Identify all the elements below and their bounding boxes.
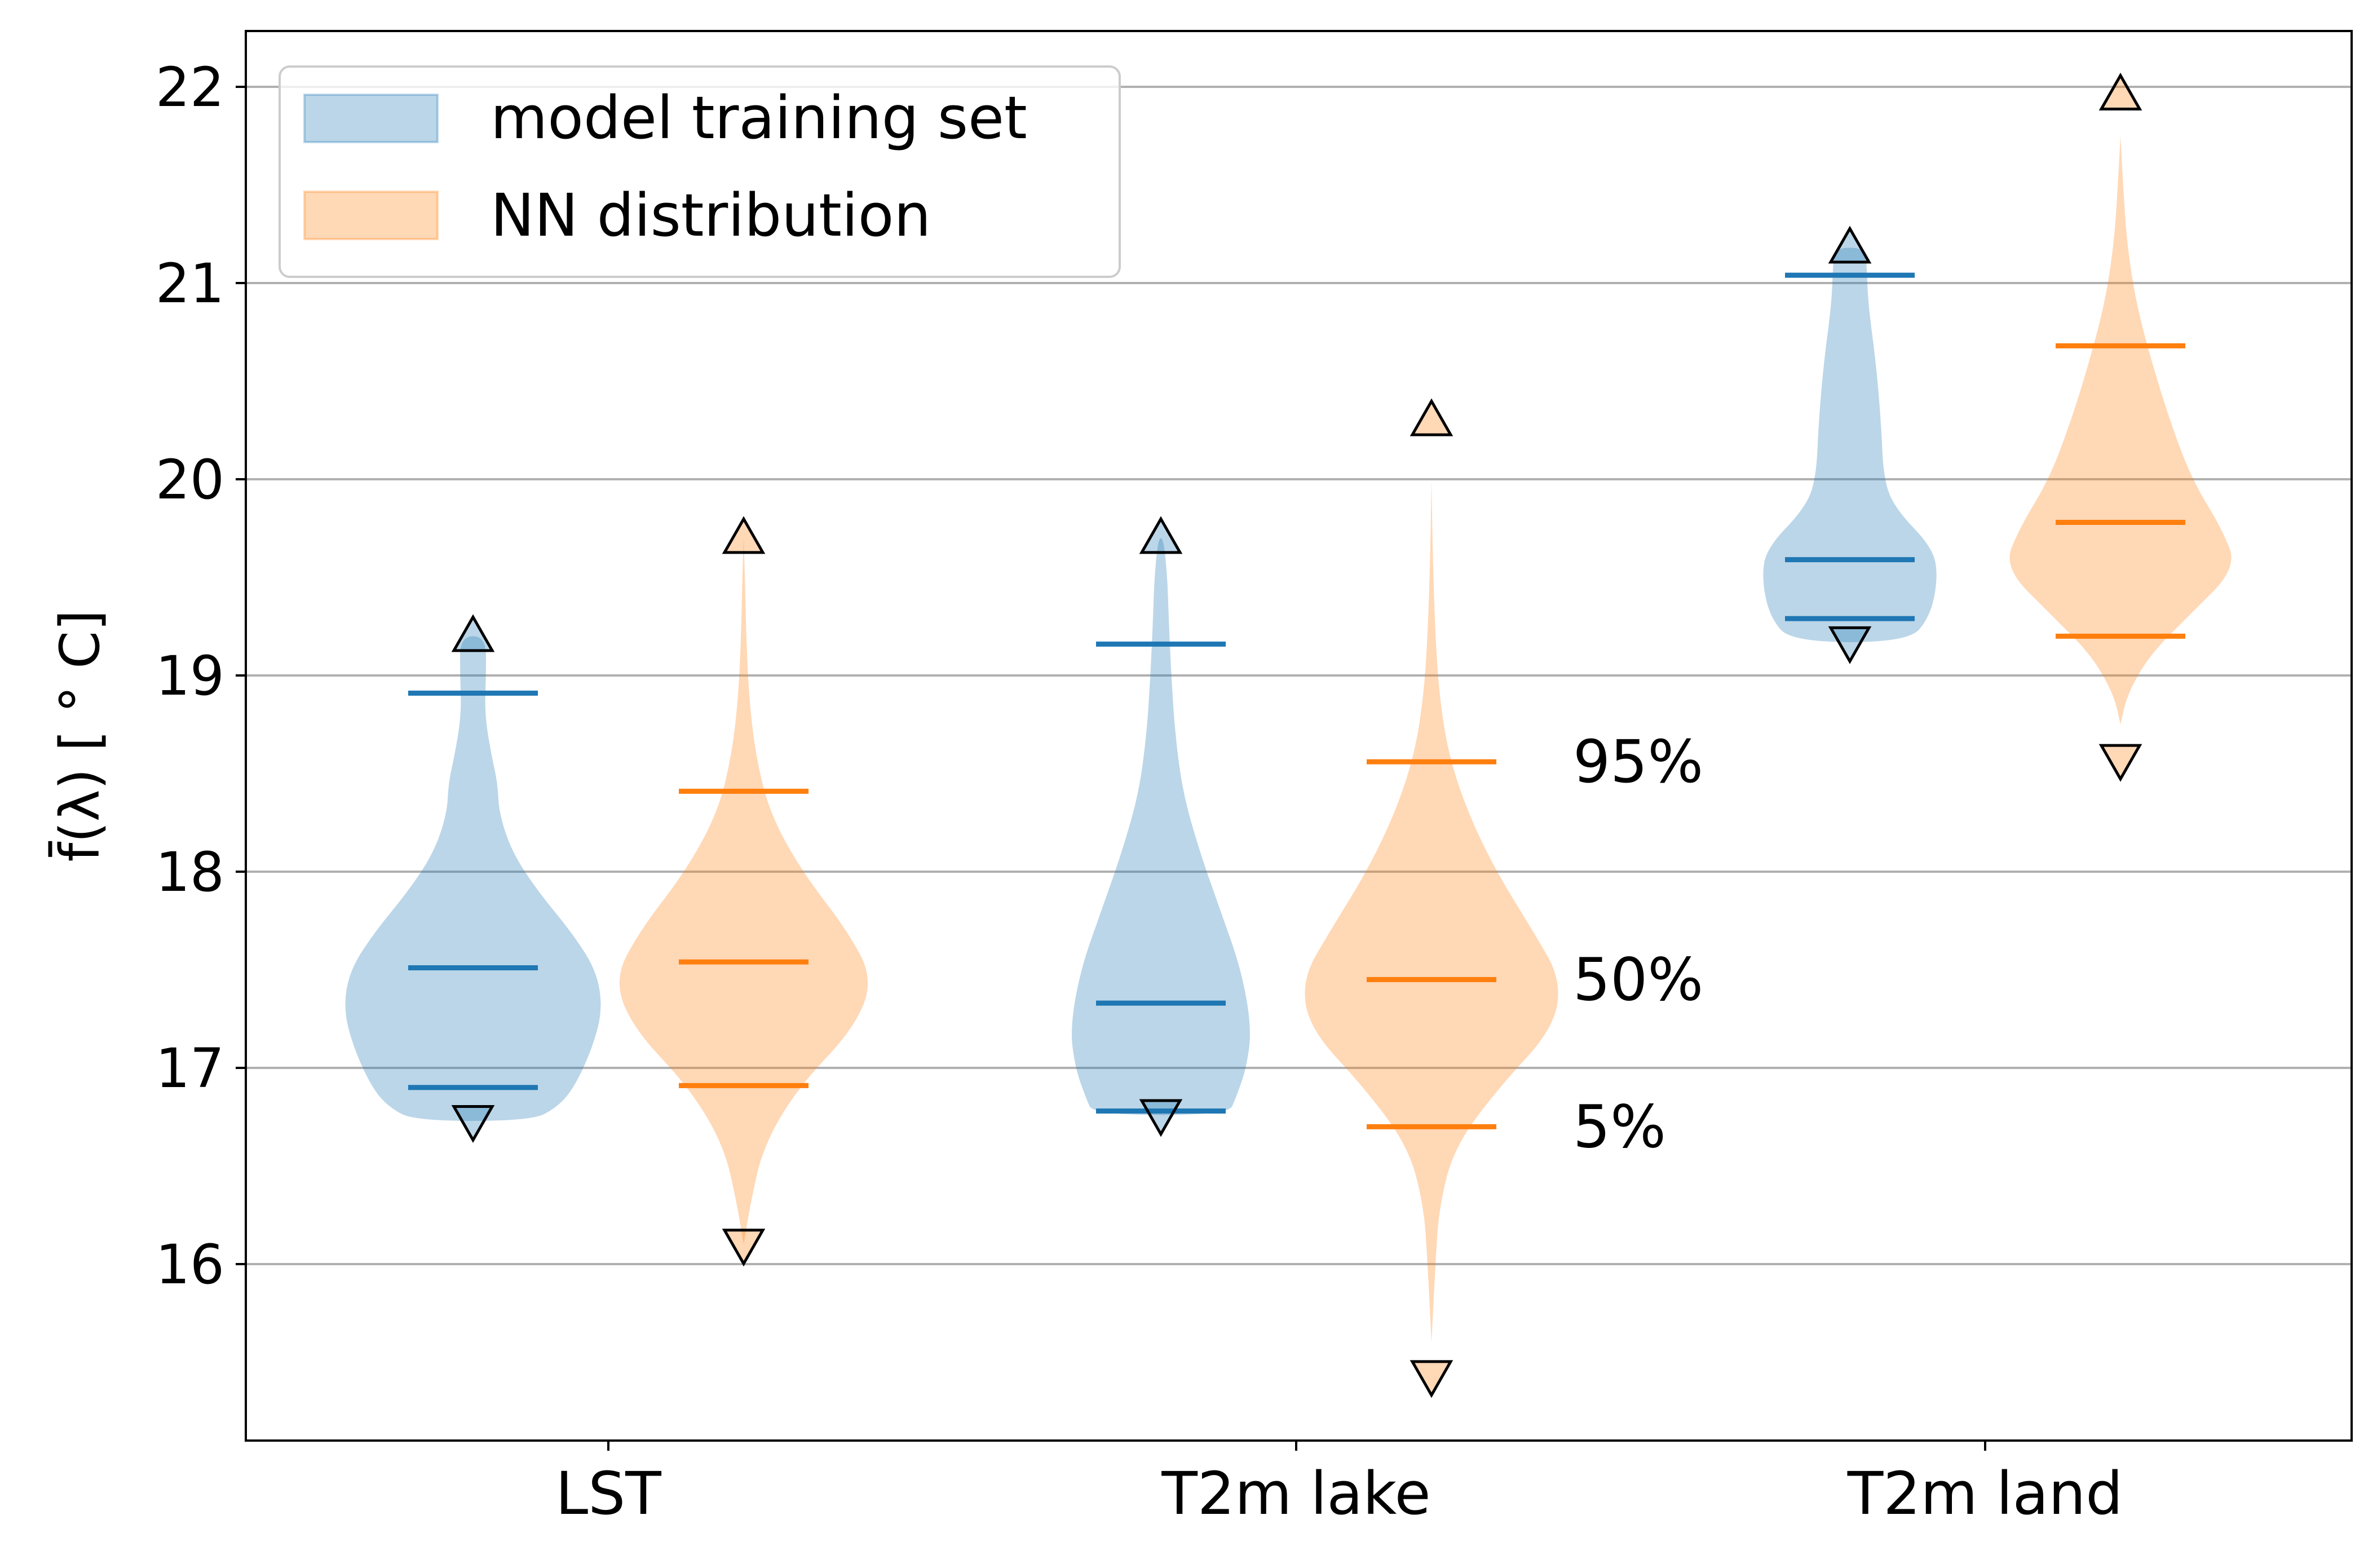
min-marker — [722, 1229, 766, 1267]
x-axis-ticks: LST T2m lake T2m land — [555, 1441, 2123, 1528]
violin-body — [1763, 248, 1937, 642]
y-tick-label: 18 — [156, 841, 224, 904]
x-tick-label: LST — [555, 1459, 661, 1528]
max-marker — [2098, 72, 2142, 111]
violins — [345, 136, 2232, 1343]
max-marker — [1410, 398, 1453, 436]
legend-swatch-training — [303, 94, 439, 143]
violin-body — [1072, 538, 1250, 1115]
y-axis-label: f̄(λ) [ ° C] — [48, 610, 112, 862]
violin-body — [619, 538, 868, 1245]
legend-box — [279, 65, 1121, 278]
y-tick-label: 17 — [156, 1037, 224, 1100]
min-marker — [1410, 1360, 1453, 1398]
y-tick-label: 21 — [156, 252, 224, 315]
percentile-annotation: 95% — [1573, 727, 1703, 796]
axes-frame — [245, 30, 2353, 1442]
legend-label-training: model training set — [491, 83, 1027, 152]
violin-body — [1305, 479, 1558, 1343]
x-tick-label: T2m land — [1847, 1459, 2123, 1528]
extreme-markers — [451, 72, 2142, 1398]
percentile-annotations: 95% 50% 5% — [1573, 727, 1703, 1161]
min-marker — [1828, 626, 1872, 664]
percentile-annotation: 5% — [1573, 1092, 1666, 1161]
legend: model training set NN distribution — [279, 65, 1121, 278]
min-marker — [451, 1105, 495, 1143]
y-axis-ticks: 16 17 18 19 20 21 22 — [156, 56, 246, 1296]
y-tick-label: 22 — [156, 56, 224, 119]
max-marker — [1828, 226, 1872, 264]
y-tick-label: 20 — [156, 448, 224, 511]
y-tick-label: 19 — [156, 644, 224, 708]
percentile-annotation: 50% — [1573, 945, 1703, 1014]
x-tick-label: T2m lake — [1161, 1459, 1430, 1528]
min-marker — [2098, 744, 2142, 782]
legend-label-nn: NN distribution — [491, 181, 931, 250]
min-marker — [1139, 1099, 1183, 1137]
max-marker — [1139, 516, 1183, 554]
legend-swatch-nn — [303, 191, 439, 240]
violin-body — [2009, 136, 2232, 725]
max-marker — [722, 516, 766, 554]
max-marker — [451, 614, 495, 652]
y-tick-label: 16 — [156, 1233, 224, 1296]
violin-body — [345, 636, 601, 1121]
